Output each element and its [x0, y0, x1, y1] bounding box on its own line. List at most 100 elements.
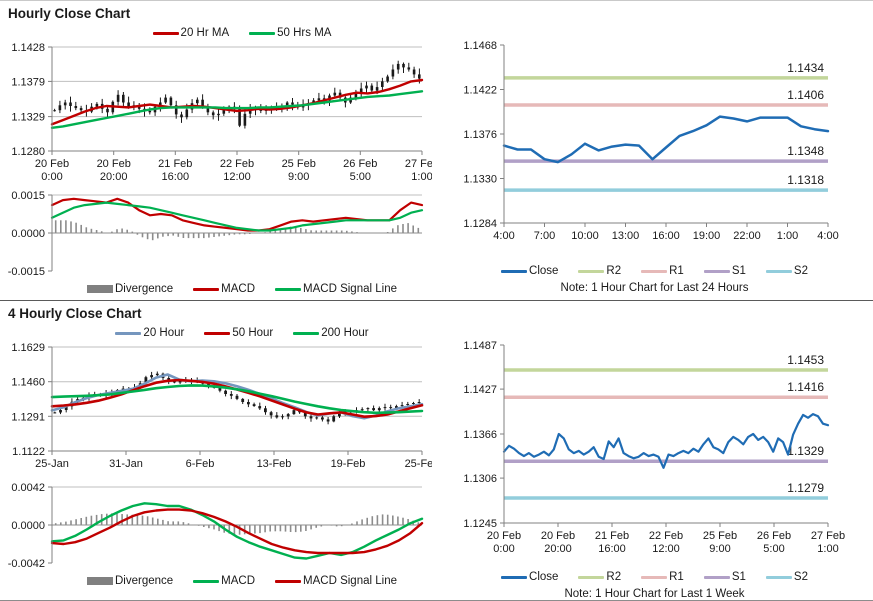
legend-line-swatch [765, 575, 792, 579]
candle-body [370, 85, 374, 91]
x-tick-label: 0:00 [493, 543, 514, 555]
candle-body [173, 381, 176, 383]
x-tick-label: 5:00 [763, 543, 784, 555]
candle-body [386, 76, 389, 82]
candle-body [64, 406, 68, 410]
legend-line-swatch [293, 331, 320, 335]
fourhourly-left-column: 20 Hour 50 Hour 200 Hour 1.1629 1.1460 1.129… [0, 325, 436, 600]
hourly-sr-chart: 1.1434 1.1406 1.1348 1.1318 1.1468 1.1422 1.13… [463, 40, 838, 242]
legend-item-20-hour: 20 Hour [115, 327, 184, 339]
candle-body [309, 416, 313, 419]
legend-item-r1: R1 [641, 265, 684, 277]
level-label-r2: 1.1453 [787, 353, 824, 367]
hourly-sr-legend: Close R2 R1 S1 S2 [436, 263, 873, 279]
x-tick-label: 26 Feb [757, 530, 791, 542]
candle-body [59, 410, 62, 413]
y-tick-label: -0.0015 [8, 266, 45, 278]
candle-body [259, 109, 263, 111]
x-tick-label: 20 Feb [487, 530, 521, 542]
y-tick-label: 1.1330 [463, 174, 497, 186]
x-tick-label: 16:00 [652, 230, 680, 242]
x-tick-label: 13:00 [612, 230, 640, 242]
hourly-macd-chart: 0.0015 0.0000 -0.0015 [8, 190, 424, 278]
y-tick-label: 1.1291 [11, 411, 45, 423]
y-tick-label: 0.0000 [11, 228, 45, 240]
candle-body [243, 113, 247, 126]
candle-body [372, 408, 375, 411]
candle-body [412, 403, 415, 404]
candle-body [224, 390, 227, 394]
y-tick-label: 1.1284 [463, 218, 497, 230]
candle-body [303, 412, 307, 417]
legend-item-50-hrs-ma: 50 Hrs MA [249, 27, 331, 39]
y-tick-label: 1.1376 [463, 129, 497, 141]
section-divider [0, 300, 873, 301]
legend-label: S1 [731, 571, 746, 583]
candle-body [74, 106, 78, 109]
legend-item-s1: S1 [703, 265, 746, 277]
legend-item-s2: S2 [765, 265, 808, 277]
candle-body [229, 394, 233, 396]
x-tick-label: 19-Feb [331, 458, 366, 470]
x-tick-label: 25-Feb [405, 458, 432, 470]
legend-line-swatch [641, 575, 668, 579]
candle-body [106, 108, 109, 113]
candle-body [155, 373, 159, 376]
legend-item-50-hour: 50 Hour [204, 327, 273, 339]
y-tick-label: 1.1629 [11, 342, 45, 354]
legend-line-swatch [275, 579, 302, 583]
legend-label: S2 [793, 571, 808, 583]
candle-body [312, 100, 315, 104]
candle-body [269, 412, 273, 416]
y-tick-label: 0.0015 [11, 190, 45, 202]
hourly-right-column: 1.1434 1.1406 1.1348 1.1318 1.1468 1.1422 1.13… [436, 25, 873, 297]
x-tick-label: 0:00 [41, 171, 62, 183]
x-tick-label: 26 Feb [343, 158, 377, 170]
y-tick-label: 1.1460 [11, 377, 45, 389]
candle-body [201, 99, 204, 108]
candle-body [69, 102, 72, 106]
x-tick-label: 20:00 [544, 543, 572, 555]
x-tick-label: 20:00 [100, 171, 128, 183]
fourhourly-sr-note: Note: 1 Hour Chart for Last 1 Week [564, 588, 745, 600]
x-tick-label: 13-Feb [257, 458, 292, 470]
series-close [502, 115, 830, 164]
candle-body [315, 417, 319, 419]
x-tick-label: 12:00 [223, 171, 251, 183]
candle-body [292, 410, 296, 415]
candle-body [375, 87, 379, 91]
x-tick-label: 1:00 [817, 543, 838, 555]
legend-item-macd-signal-line: MACD Signal Line [275, 283, 397, 295]
candle-body [402, 63, 405, 68]
fourhourly-columns: 20 Hour 50 Hour 200 Hour 1.1629 1.1460 1.129… [0, 325, 873, 600]
legend-item-divergence: Divergence [86, 283, 173, 295]
candle-body [252, 404, 256, 406]
legend-item-200-hour: 200 Hour [293, 327, 369, 339]
x-tick-label: 4:00 [493, 230, 514, 242]
candle-body [127, 102, 130, 108]
legend-line-swatch [578, 575, 605, 579]
candle-body [150, 375, 153, 378]
legend-item-r2: R2 [578, 265, 621, 277]
legend-line-swatch [115, 331, 142, 335]
x-tick-label: 16:00 [162, 171, 190, 183]
hourly-left-column: 20 Hr MA 50 Hrs MA 1.1428 1.1379 1.1329 1.12… [0, 25, 436, 297]
candle-body [412, 69, 416, 75]
candle-body [95, 103, 99, 107]
x-tick-label: 27 Feb [811, 530, 845, 542]
candle-body [407, 67, 411, 70]
candle-body [58, 105, 62, 111]
candle-body [360, 409, 364, 411]
legend-line-swatch [193, 579, 220, 583]
candle-body [389, 407, 393, 409]
y-tick-label: 1.1122 [12, 446, 45, 458]
x-tick-label: 22 Feb [649, 530, 683, 542]
x-tick-label: 16:00 [598, 543, 626, 555]
candle-body [365, 85, 368, 89]
legend-label: R2 [606, 265, 622, 277]
x-tick-label: 22 Feb [220, 158, 254, 170]
x-tick-label: 27 Feb [405, 158, 432, 170]
y-tick-label: 1.1245 [463, 518, 497, 530]
candle-body [116, 94, 120, 102]
